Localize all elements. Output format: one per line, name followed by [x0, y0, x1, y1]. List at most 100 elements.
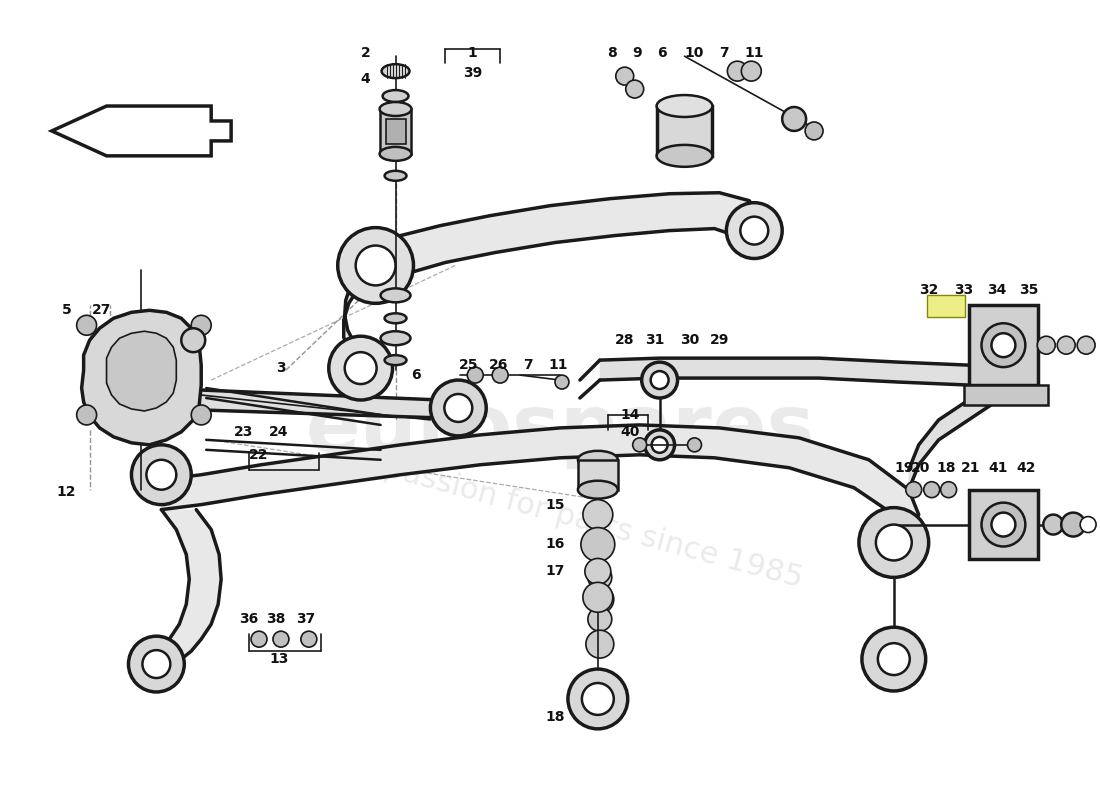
Text: 4: 4 — [361, 72, 371, 86]
Text: 12: 12 — [57, 485, 76, 498]
Polygon shape — [81, 310, 201, 445]
Circle shape — [688, 438, 702, 452]
Text: 6: 6 — [410, 368, 420, 382]
Bar — [657, 106, 713, 156]
Circle shape — [862, 627, 926, 691]
Circle shape — [940, 482, 957, 498]
Text: 31: 31 — [645, 334, 664, 347]
Circle shape — [1057, 336, 1075, 354]
Circle shape — [344, 352, 376, 384]
Text: 21: 21 — [960, 461, 980, 474]
Circle shape — [587, 607, 612, 631]
Text: 25: 25 — [459, 358, 478, 372]
Circle shape — [1062, 513, 1085, 537]
Text: 22: 22 — [250, 448, 268, 462]
Text: 1: 1 — [468, 46, 477, 60]
Circle shape — [444, 394, 472, 422]
Text: 13: 13 — [270, 652, 288, 666]
Text: 24: 24 — [270, 425, 288, 439]
Polygon shape — [968, 306, 1038, 385]
Circle shape — [859, 508, 928, 578]
Bar — [926, 295, 965, 318]
Circle shape — [586, 586, 614, 614]
Circle shape — [782, 107, 806, 131]
Ellipse shape — [657, 95, 713, 117]
Ellipse shape — [385, 314, 407, 323]
Text: 16: 16 — [546, 538, 564, 551]
Circle shape — [626, 80, 644, 98]
Text: 37: 37 — [296, 612, 316, 626]
Polygon shape — [343, 255, 375, 378]
Ellipse shape — [657, 145, 713, 167]
Text: 41: 41 — [989, 461, 1009, 474]
Text: 8: 8 — [607, 46, 617, 60]
Circle shape — [905, 482, 922, 498]
Text: a passion for parts since 1985: a passion for parts since 1985 — [353, 446, 806, 594]
Circle shape — [805, 122, 823, 140]
Circle shape — [329, 336, 393, 400]
Circle shape — [586, 630, 614, 658]
Circle shape — [1037, 336, 1055, 354]
Circle shape — [132, 445, 191, 505]
Circle shape — [191, 405, 211, 425]
Circle shape — [727, 61, 747, 81]
Circle shape — [301, 631, 317, 647]
Circle shape — [616, 67, 634, 85]
Text: 11: 11 — [548, 358, 568, 372]
Circle shape — [741, 61, 761, 81]
Circle shape — [991, 334, 1015, 357]
Text: 38: 38 — [266, 612, 286, 626]
Polygon shape — [201, 390, 440, 418]
Circle shape — [726, 202, 782, 258]
Circle shape — [991, 513, 1015, 537]
Text: 19: 19 — [894, 461, 913, 474]
Circle shape — [430, 380, 486, 436]
Text: 30: 30 — [680, 334, 700, 347]
Text: 40: 40 — [620, 425, 639, 439]
Text: 29: 29 — [710, 334, 729, 347]
Bar — [379, 109, 411, 154]
Circle shape — [251, 631, 267, 647]
Circle shape — [468, 367, 483, 383]
Text: 35: 35 — [1019, 283, 1038, 298]
Text: 7: 7 — [524, 358, 532, 372]
Circle shape — [583, 500, 613, 530]
Circle shape — [77, 315, 97, 335]
Text: 18: 18 — [546, 710, 564, 724]
Text: 7: 7 — [719, 46, 729, 60]
Circle shape — [981, 502, 1025, 546]
Ellipse shape — [385, 355, 407, 365]
Circle shape — [182, 328, 206, 352]
Polygon shape — [375, 193, 759, 286]
Circle shape — [924, 482, 939, 498]
Circle shape — [1043, 514, 1064, 534]
Text: 23: 23 — [233, 425, 253, 439]
Circle shape — [641, 362, 678, 398]
Circle shape — [191, 315, 211, 335]
Circle shape — [583, 582, 613, 612]
Text: 11: 11 — [745, 46, 764, 60]
Text: 18: 18 — [937, 461, 956, 474]
Circle shape — [338, 228, 414, 303]
Bar — [386, 119, 406, 144]
Text: 39: 39 — [463, 66, 482, 80]
Circle shape — [878, 643, 910, 675]
Text: eurospares: eurospares — [305, 391, 815, 469]
Ellipse shape — [381, 331, 410, 345]
Text: 32: 32 — [918, 283, 938, 298]
Circle shape — [740, 217, 768, 245]
Circle shape — [632, 438, 647, 452]
Ellipse shape — [382, 64, 409, 78]
Circle shape — [273, 631, 289, 647]
Text: 9: 9 — [631, 46, 641, 60]
Ellipse shape — [385, 170, 407, 181]
Polygon shape — [52, 106, 231, 156]
Polygon shape — [968, 490, 1038, 559]
Circle shape — [492, 367, 508, 383]
Circle shape — [556, 375, 569, 389]
Text: 28: 28 — [615, 334, 635, 347]
Circle shape — [582, 683, 614, 715]
Text: 15: 15 — [546, 498, 564, 512]
Ellipse shape — [578, 481, 618, 498]
Circle shape — [146, 460, 176, 490]
